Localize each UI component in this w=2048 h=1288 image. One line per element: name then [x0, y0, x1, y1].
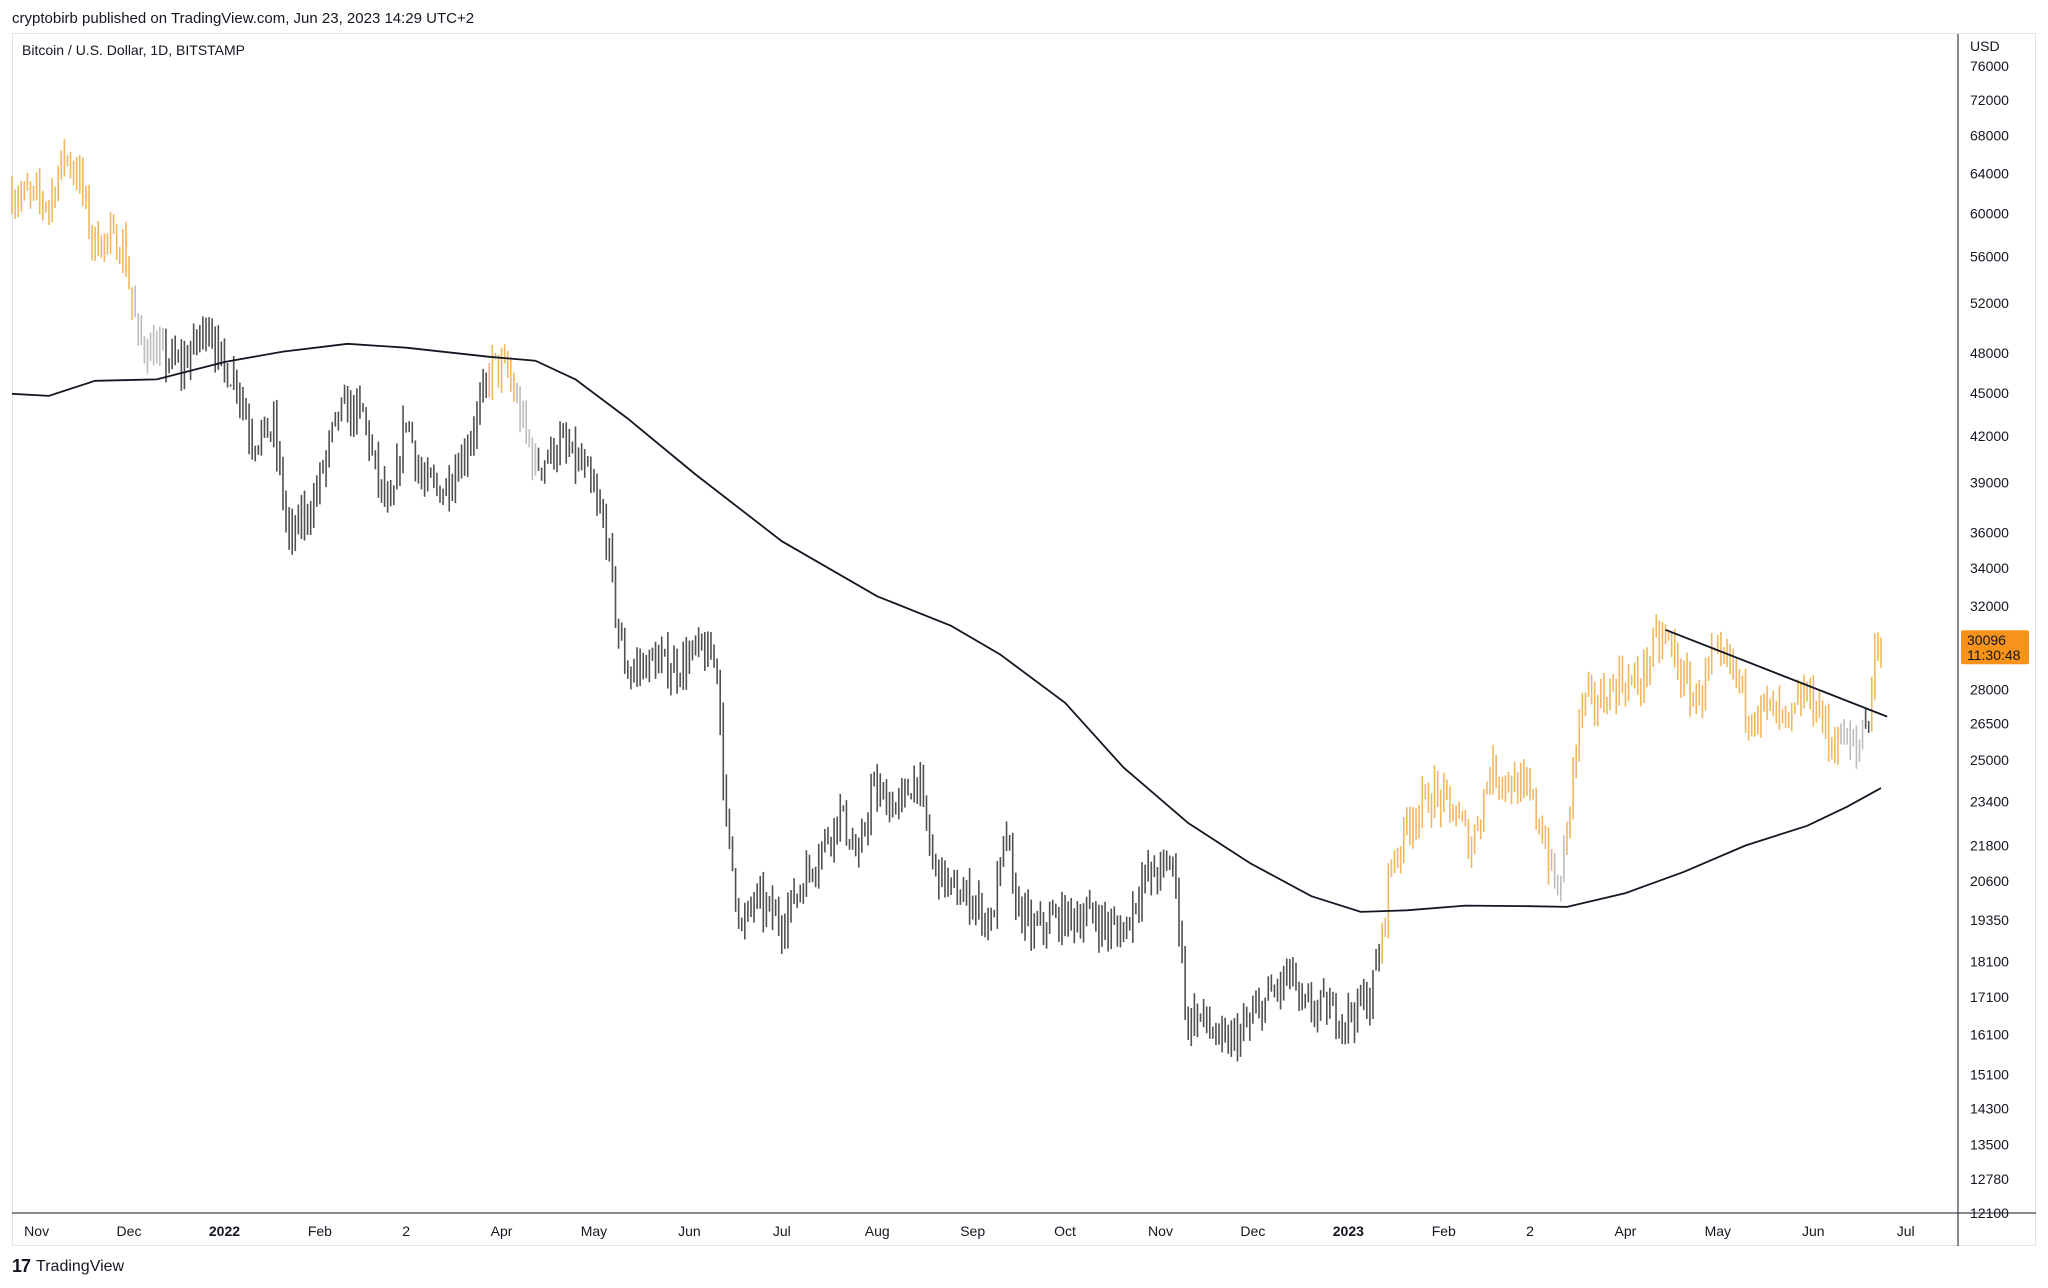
last-price-tag: [1961, 630, 2029, 665]
time-axis-tick-label: May: [1705, 1223, 1731, 1239]
price-axis-tick-label: 14300: [1970, 1101, 2009, 1117]
time-axis-tick-label: Nov: [24, 1223, 49, 1239]
price-axis-tick-label: 72000: [1970, 92, 2009, 108]
tradingview-logo[interactable]: 17 TradingView: [12, 1256, 124, 1277]
chart-frame: [12, 33, 2036, 1246]
published-line: cryptobirb published on TradingView.com,…: [12, 10, 475, 27]
time-axis-tick-label: 2023: [1333, 1223, 1364, 1239]
price-axis-tick-label: 16100: [1970, 1027, 2009, 1043]
price-axis-tick-label: 17100: [1970, 989, 2009, 1005]
time-axis-tick-label: 2: [402, 1223, 410, 1239]
price-axis-unit: USD: [1970, 38, 2000, 54]
price-axis-tick-label: 15100: [1970, 1067, 2009, 1083]
trendline: [1665, 628, 1888, 718]
price-axis-tick-label: 68000: [1970, 127, 2009, 143]
price-axis-tick-label: 12100: [1970, 1205, 2009, 1221]
bar-countdown: 11:30:48: [1967, 647, 2021, 663]
time-axis-tick-label: Apr: [1615, 1223, 1637, 1239]
time-axis-tick-label: 2022: [209, 1223, 240, 1239]
price-axis-tick-label: 60000: [1970, 206, 2009, 222]
price-axis-tick-label: 48000: [1970, 345, 2009, 361]
moving-average-line: [11, 342, 1882, 913]
price-axis-tick-label: 25000: [1970, 752, 2009, 768]
price-axis-tick-label: 36000: [1970, 524, 2009, 540]
price-axis-tick-label: 64000: [1970, 165, 2009, 181]
time-axis-tick-label: Apr: [491, 1223, 513, 1239]
time-axis-tick-label: Jul: [1897, 1223, 1915, 1239]
price-axis-tick-label: 23400: [1970, 793, 2009, 809]
time-axis-tick-label: Nov: [1148, 1223, 1173, 1239]
price-axis-tick-label: 45000: [1970, 385, 2009, 401]
price-axis-tick-label: 20600: [1970, 873, 2009, 889]
time-axis-tick-label: Jun: [678, 1223, 701, 1239]
price-axis-tick-label: 19350: [1970, 912, 2009, 928]
price-axis-tick-label: 21800: [1970, 838, 2009, 854]
tradingview-logo-icon: 17: [12, 1256, 31, 1276]
tradingview-logo-text: TradingView: [36, 1257, 125, 1275]
time-axis-tick-label: Jun: [1802, 1223, 1825, 1239]
time-axis-tick-label: Feb: [1432, 1223, 1456, 1239]
time-axis-tick-label: Dec: [1240, 1223, 1265, 1239]
price-axis-tick-label: 76000: [1970, 58, 2009, 74]
price-axis-tick-label: 13500: [1970, 1137, 2009, 1153]
price-axis-tick-label: 32000: [1970, 598, 2009, 614]
price-axis-tick-label: 52000: [1970, 295, 2009, 311]
price-axis-tick-label: 26500: [1970, 716, 2009, 732]
price-axis-tick-label: 42000: [1970, 428, 2009, 444]
time-axis-tick-label: Aug: [865, 1223, 890, 1239]
time-axis-tick-label: 2: [1526, 1223, 1534, 1239]
last-price-value: 30096: [1967, 632, 2006, 648]
price-axis-tick-label: 12780: [1970, 1171, 2009, 1187]
time-axis-tick-label: May: [581, 1223, 607, 1239]
time-axis-tick-label: Feb: [308, 1223, 332, 1239]
time-axis-tick-label: Sep: [960, 1223, 985, 1239]
price-axis-tick-label: 34000: [1970, 560, 2009, 576]
price-axis-tick-label: 28000: [1970, 681, 2009, 697]
time-axis-tick-label: Jul: [773, 1223, 791, 1239]
time-axis-tick-label: Dec: [117, 1223, 142, 1239]
time-axis-tick-label: Oct: [1054, 1223, 1076, 1239]
chart-title: Bitcoin / U.S. Dollar, 1D, BITSTAMP: [22, 42, 246, 58]
price-axis-tick-label: 18100: [1970, 954, 2009, 970]
price-axis-tick-label: 56000: [1970, 249, 2009, 265]
price-axis-tick-label: 39000: [1970, 474, 2009, 490]
